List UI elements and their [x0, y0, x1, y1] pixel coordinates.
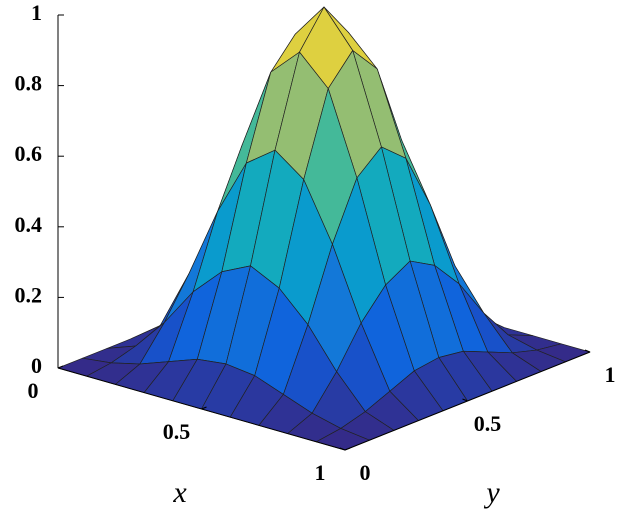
y-axis-label: y: [483, 476, 500, 509]
z-tick-label: 0.4: [15, 212, 43, 237]
y-tick-label: 1: [605, 362, 616, 387]
z-tick-label: 0.6: [15, 141, 43, 166]
z-tick-label: 0: [31, 353, 42, 378]
x-tick-label: 0: [28, 378, 39, 403]
x-tick: [57, 365, 64, 369]
z-tick-label: 0.8: [15, 71, 43, 96]
x-tick-label: 0.5: [163, 419, 191, 444]
y-tick-label: 0: [360, 460, 371, 485]
x-tick-label: 1: [315, 460, 326, 485]
y-tick: [584, 349, 591, 353]
y-tick-label: 0.5: [474, 411, 502, 436]
z-tick-label: 0.2: [15, 282, 43, 307]
y-tick: [339, 447, 346, 451]
x-tick: [201, 406, 207, 410]
z-tick-label: 1: [31, 0, 42, 25]
x-axis-label: x: [172, 476, 187, 509]
y-tick: [462, 398, 468, 402]
x-tick: [344, 447, 351, 451]
